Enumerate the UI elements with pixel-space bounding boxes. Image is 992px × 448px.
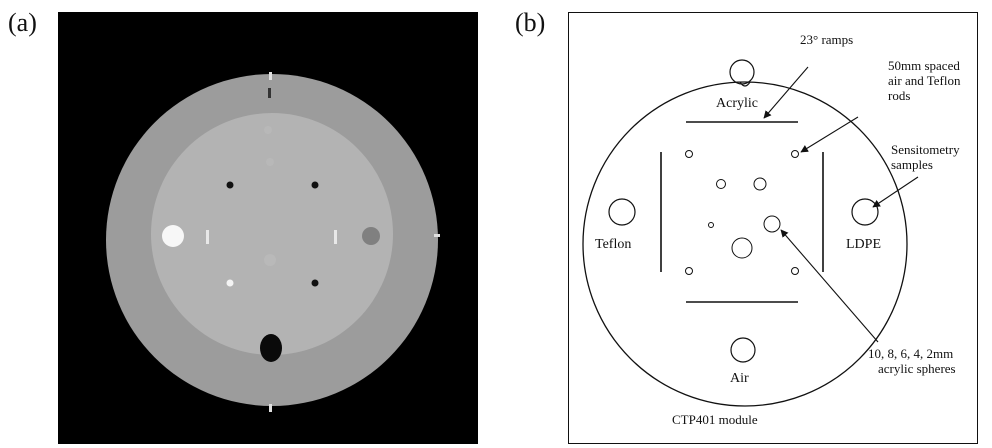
ramps-annotation: 23° ramps xyxy=(800,32,853,47)
acrylic-sphere xyxy=(763,215,781,233)
ct-air-rod xyxy=(311,181,319,189)
panel-b-label: (b) xyxy=(515,8,546,37)
ct-faint-sphere xyxy=(266,158,274,166)
sensitometry-annotation-line1: Sensitometry xyxy=(891,142,960,157)
ct-teflon-insert xyxy=(162,225,184,247)
acrylic-sphere xyxy=(753,177,767,191)
spheres-annotation-line2: acrylic spheres xyxy=(878,361,956,376)
ct-faint-sphere xyxy=(264,126,272,134)
small-rod xyxy=(685,267,693,275)
teflon-insert xyxy=(608,198,636,226)
ct-inner-disk xyxy=(151,113,393,355)
small-rod xyxy=(791,267,799,275)
rods-annotation-line1: 50mm spaced xyxy=(888,58,960,73)
air-insert xyxy=(730,337,756,363)
ct-edge-mark xyxy=(269,72,272,80)
ldpe-label: LDPE xyxy=(846,237,881,252)
acrylic-insert xyxy=(729,59,755,85)
ct-edge-mark xyxy=(434,234,440,237)
small-rod xyxy=(791,150,799,158)
ct-ramp-mark xyxy=(334,230,337,244)
ct-ramp-mark xyxy=(206,230,209,244)
ctp401-schematic: Acrylic Teflon LDPE Air 23° ramps 50mm s… xyxy=(568,12,978,444)
sensitometry-arrow xyxy=(872,176,919,208)
air-label: Air xyxy=(730,371,749,386)
rods-annotation-line2: air and Teflon xyxy=(888,73,961,88)
rods-annotation-line3: rods xyxy=(888,88,910,103)
small-rod xyxy=(685,150,693,158)
ct-scan-image xyxy=(58,12,478,444)
acrylic-sphere xyxy=(716,179,726,189)
ct-ldpe-insert xyxy=(362,227,380,245)
module-label: CTP401 module xyxy=(672,412,758,427)
ct-air-insert xyxy=(260,334,282,362)
ct-teflon-rod xyxy=(226,279,234,287)
panel-a-label: (a) xyxy=(8,8,37,37)
ct-ramp-mark xyxy=(268,88,271,98)
alignment-notch xyxy=(739,81,751,87)
ct-air-rod xyxy=(226,181,234,189)
ldpe-insert xyxy=(851,198,879,226)
ct-faint-sphere xyxy=(264,254,276,266)
acrylic-sphere xyxy=(708,222,714,228)
ct-air-rod xyxy=(311,279,319,287)
ramps-arrow xyxy=(763,66,809,119)
ct-edge-mark xyxy=(269,404,272,412)
acrylic-sphere xyxy=(731,237,753,259)
module-outline xyxy=(582,81,908,407)
teflon-label: Teflon xyxy=(595,237,631,252)
rods-arrow xyxy=(800,116,859,153)
spheres-arrow xyxy=(780,229,879,343)
sensitometry-annotation-line2: samples xyxy=(891,157,933,172)
spheres-annotation-line1: 10, 8, 6, 4, 2mm xyxy=(868,346,953,361)
acrylic-label: Acrylic xyxy=(716,96,758,111)
